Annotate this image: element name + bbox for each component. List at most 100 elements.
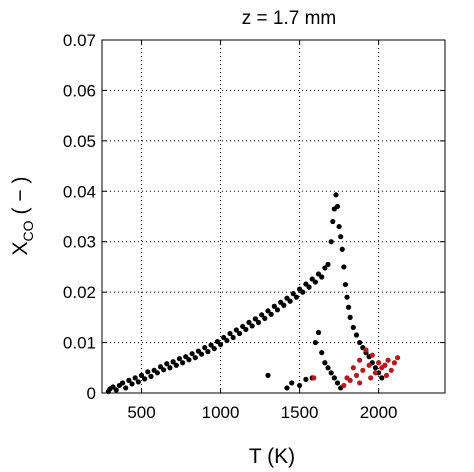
scatter-point-black [289,380,295,386]
scatter-point-red [385,357,391,363]
scatter-point-black [224,337,230,344]
scatter-point-red [357,380,363,386]
scatter-point-black [170,359,176,365]
scatter-point-black [293,294,300,300]
scatter-point-black [303,376,309,382]
scatter-point-black [339,246,345,252]
scatter-point-black [357,339,363,346]
data-points [105,192,401,395]
y-tick-label: 0.07 [63,31,96,50]
scatter-point-black [274,307,281,313]
scatter-point-black [319,350,325,356]
scatter-point-black [338,234,344,240]
y-axis-label: XCO ( − ) [9,177,36,256]
scatter-point-red [347,377,353,383]
scatter-point-black [336,223,342,230]
scatter-point-red [366,362,372,368]
scatter-point-black [322,360,328,366]
scatter-point-black [345,304,352,310]
scatter-point-black [217,341,224,348]
scatter-point-black [246,319,252,325]
scatter-point-black [132,375,138,381]
scatter-point-black [353,332,360,338]
scatter-point-red [372,370,379,376]
scatter-point-black [296,382,303,389]
scatter-point-red [369,352,375,358]
scatter-point-black [249,323,255,329]
scatter-point-black [113,387,119,393]
x-tick-label: 2000 [360,403,398,422]
scatter-point-black [233,327,239,333]
scatter-point-black [328,370,334,376]
scatter-point-black [154,370,160,376]
scatter-point-black [271,303,277,309]
scatter-point-black [189,351,195,357]
scatter-point-black [328,239,334,245]
scatter-point-black [252,316,258,322]
y-axis-label-tail: ( − ) [9,177,32,215]
scatter-point-black [192,355,198,361]
scatter-point-black [259,312,265,318]
scatter-point-black [312,339,318,346]
scatter-point-black [319,274,325,280]
scatter-point-black [148,373,154,379]
scatter-point-black [334,380,341,386]
scatter-point-black [350,324,356,331]
scatter-point-black [322,265,328,271]
scatter-point-black [227,330,233,337]
scatter-point-red [382,362,388,368]
y-tick-label: 0.05 [63,132,96,151]
scatter-point-black [230,334,236,341]
scatter-point-red [383,372,390,378]
y-tick-label: 0.06 [63,81,96,100]
scatter-point-black [268,311,274,317]
scatter-point-black [312,279,318,285]
scatter-point-red [391,360,398,366]
scatter-point-black [330,218,336,225]
scatter-point-black [180,360,186,366]
scatter-point-black [173,362,179,368]
x-axis-label: T (K) [249,445,295,468]
y-axis-label-subscript: CO [20,220,36,241]
scatter-point-black [119,380,126,386]
scatter-point-red [341,382,347,389]
scatter-point-red [363,347,369,353]
scatter-point-black [142,376,148,382]
scatter-point-black [262,315,268,321]
y-tick-label: 0.02 [63,283,96,302]
y-axis-label-main: X [9,241,32,255]
scatter-point-red [353,372,360,378]
scatter-point-black [145,369,151,375]
scatter-point-black [202,345,208,351]
scatter-point-black [342,281,349,288]
scatter-point-black [334,203,341,210]
scatter-point-red [376,360,382,366]
scatter-point-black [211,346,217,352]
scatter-point-black [138,372,145,378]
y-tick-label: 0.04 [63,182,96,201]
scatter-point-black [236,330,243,337]
scatter-point-black [265,372,271,378]
scatter-point-black [135,379,141,385]
x-tick-label: 1000 [202,403,240,422]
scatter-point-red [360,367,366,373]
chart-title: z = 1.7 mm [242,8,337,29]
scatter-point-black [287,298,293,304]
plot-area-frame [101,39,446,394]
scatter-point-black [315,329,322,336]
x-tick-label: 500 [127,403,155,422]
scatter-point-black [333,192,339,198]
x-tick-label: 1500 [281,403,319,422]
scatter-point-black [325,261,331,268]
scatter-point-red [394,355,401,361]
scatter-point-red [357,357,363,363]
scatter-point-black [164,361,170,367]
scatter-point-black [265,308,271,314]
scatter-point-black [372,365,379,371]
scatter-point-black [325,365,331,371]
x-axis: 500 1000 1500 2000 [127,40,398,422]
scatter-point-black [347,314,353,320]
scatter-point-black [129,381,135,387]
scatter-point-black [281,302,287,308]
